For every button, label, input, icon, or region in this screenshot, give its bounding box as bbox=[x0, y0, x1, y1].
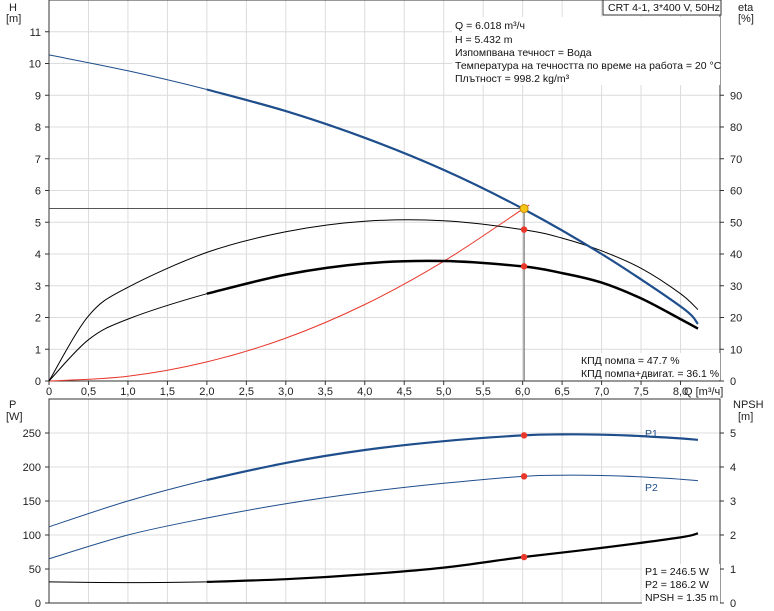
npsh-tick-label: 5 bbox=[730, 428, 736, 440]
marker-eta_total bbox=[520, 263, 528, 270]
x-tick-label: 4,0 bbox=[357, 386, 372, 398]
y-left-unit-bottom: [W] bbox=[6, 411, 23, 423]
info-eff-total: КПД помпа+двигат. = 36.1 % bbox=[581, 368, 719, 380]
info-npsh: NPSH = 1.35 m bbox=[645, 592, 718, 604]
y-right-tick-label: 80 bbox=[730, 122, 742, 134]
series-label-p2: P2 bbox=[645, 482, 658, 494]
x-tick-label: 1,0 bbox=[120, 386, 135, 398]
y-left-unit-top: [m] bbox=[6, 13, 21, 25]
y-right-tick-label: 30 bbox=[730, 281, 742, 293]
x-tick-label: 6,5 bbox=[554, 386, 569, 398]
axis-ticks: 0 0,5 1,0 1,5 2,0 2,5 3,0 3,5 4,0 4,5 5,0 5,5 6,0 6,5… bbox=[23, 27, 743, 610]
p-tick-label: 0 bbox=[35, 598, 41, 610]
p-tick-label: 200 bbox=[23, 462, 41, 474]
marker-eta_pump bbox=[520, 226, 528, 233]
x-tick-label: 7,0 bbox=[594, 386, 609, 398]
y-left-title-top: H bbox=[9, 2, 17, 14]
curves bbox=[48, 54, 699, 584]
y-right-tick-label: 50 bbox=[730, 217, 742, 229]
grid-lines bbox=[48, 0, 720, 604]
info-top-background bbox=[452, 17, 720, 85]
info-density: Плътност = 998.2 kg/m³ bbox=[455, 73, 570, 85]
series-label-p1: P1 bbox=[645, 428, 658, 440]
y-right-title-bottom: NPSH bbox=[733, 399, 764, 411]
p1-curve bbox=[206, 433, 698, 481]
labels: H [m] eta [%] Q [m³/ч] P [W] NPSH [m] CR… bbox=[6, 0, 764, 604]
x-tick-label: 5,5 bbox=[476, 386, 491, 398]
info-eff-pump: КПД помпа = 47.7 % bbox=[581, 355, 680, 367]
x-tick-label: 1,5 bbox=[160, 386, 175, 398]
y-right-tick-label: 20 bbox=[730, 313, 742, 325]
y-right-tick-label: 60 bbox=[730, 186, 742, 198]
y-left-tick-label: 0 bbox=[35, 376, 41, 388]
y-left-tick-label: 3 bbox=[35, 281, 41, 293]
y-right-title-top: eta bbox=[738, 2, 754, 14]
head-curve bbox=[206, 88, 699, 325]
x-tick-label: 3,5 bbox=[318, 386, 333, 398]
x-tick-label: 0,5 bbox=[81, 386, 96, 398]
y-left-tick-label: 11 bbox=[30, 27, 41, 39]
info-power-background bbox=[642, 564, 720, 604]
marker-NPSH bbox=[520, 553, 528, 561]
y-left-tick-label: 6 bbox=[35, 186, 41, 198]
p-tick-label: 150 bbox=[23, 496, 41, 508]
eta-pump-curve bbox=[48, 219, 699, 382]
title-box bbox=[602, 0, 722, 16]
y-left-tick-label: 1 bbox=[35, 344, 41, 356]
marker-P2 bbox=[520, 473, 528, 480]
info-liquid: Изпомпвана течност = Вода bbox=[455, 47, 592, 59]
x-tick-label: 8,0 bbox=[673, 386, 688, 398]
y-left-tick-label: 2 bbox=[35, 313, 41, 325]
markers bbox=[519, 204, 529, 561]
plot-frames bbox=[48, 0, 721, 604]
y-right-tick-label: 0 bbox=[730, 376, 736, 388]
npsh-tick-label: 0 bbox=[730, 598, 736, 610]
x-tick-label: 0 bbox=[46, 386, 52, 398]
p2-curve bbox=[48, 474, 698, 560]
y-left-tick-label: 4 bbox=[35, 249, 41, 261]
y-left-tick-label: 7 bbox=[35, 154, 41, 166]
y-right-tick-label: 90 bbox=[730, 90, 742, 102]
title-box-text: CRT 4-1, 3*400 V, 50Hz bbox=[608, 2, 720, 14]
x-axis-title: Q [m³/ч] bbox=[684, 386, 723, 398]
eta-total-curve bbox=[206, 259, 699, 330]
y-right-tick-label: 40 bbox=[730, 249, 742, 261]
system-curve bbox=[48, 204, 530, 382]
x-tick-label: 6,0 bbox=[515, 386, 530, 398]
npsh-tick-label: 1 bbox=[730, 564, 736, 576]
y-left-tick-label: 8 bbox=[35, 122, 41, 134]
p-tick-label: 250 bbox=[23, 428, 41, 440]
x-tick-label: 4,5 bbox=[397, 386, 412, 398]
x-tick-label: 7,5 bbox=[633, 386, 648, 398]
info-p2: P2 = 186.2 W bbox=[645, 579, 709, 591]
y-left-tick-label: 10 bbox=[29, 59, 41, 71]
info-eff-background bbox=[578, 353, 720, 380]
info-temperature: Температура на течността по време на раб… bbox=[455, 60, 722, 72]
y-right-unit-top: [%] bbox=[738, 13, 754, 25]
y-left-tick-label: 5 bbox=[35, 217, 41, 229]
y-right-unit-bottom: [m] bbox=[738, 411, 753, 423]
x-tick-label: 2,0 bbox=[199, 386, 214, 398]
npsh-curve bbox=[206, 532, 699, 583]
y-right-tick-label: 70 bbox=[730, 154, 742, 166]
y-left-tick-label: 9 bbox=[35, 90, 41, 102]
y-right-tick-label: 10 bbox=[730, 344, 742, 356]
info-head: H = 5.432 m bbox=[455, 34, 513, 46]
x-tick-label: 5,0 bbox=[436, 386, 451, 398]
operating-point-marker bbox=[519, 204, 529, 214]
npsh-tick-label: 3 bbox=[730, 496, 736, 508]
npsh-curve-thin bbox=[48, 532, 699, 584]
y-left-title-bottom: P bbox=[9, 399, 16, 411]
marker-P1 bbox=[520, 432, 528, 439]
npsh-tick-label: 2 bbox=[730, 530, 736, 542]
info-p1: P1 = 246.5 W bbox=[645, 566, 709, 578]
p-tick-label: 100 bbox=[23, 530, 41, 542]
x-tick-label: 3,0 bbox=[278, 386, 293, 398]
info-flow: Q = 6.018 m³/ч bbox=[455, 20, 525, 32]
p-tick-label: 50 bbox=[29, 564, 41, 576]
npsh-tick-label: 4 bbox=[730, 462, 736, 474]
x-tick-label: 2,5 bbox=[239, 386, 254, 398]
